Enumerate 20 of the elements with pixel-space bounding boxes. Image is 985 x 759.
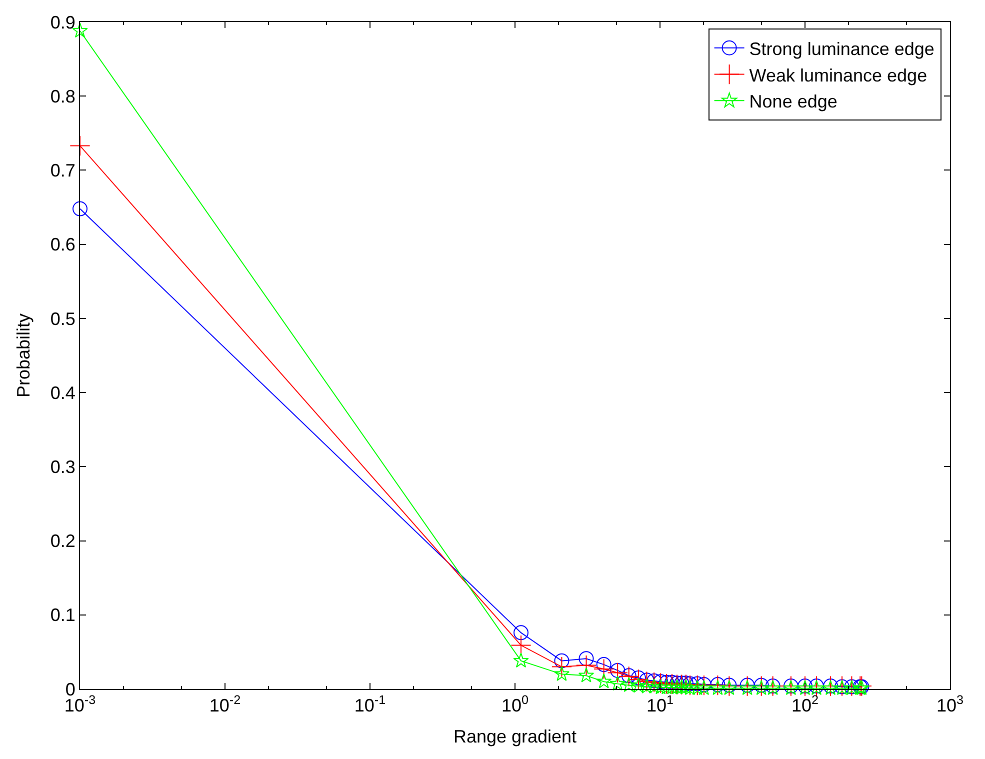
- legend-label: Weak luminance edge: [749, 65, 928, 86]
- y-tick-label: 0.9: [50, 12, 76, 32]
- y-tick-label: 0.2: [50, 531, 76, 552]
- y-tick-label: 0.8: [50, 86, 76, 106]
- legend-label: Strong luminance edge: [749, 38, 934, 59]
- y-tick-label: 0.5: [50, 308, 76, 329]
- y-tick-label: 0.3: [50, 456, 76, 477]
- y-axis-title: Probability: [14, 313, 34, 398]
- x-tick-label: 10$^{-2}$: [209, 693, 241, 716]
- x-tick-label: 10$^{0}$: [501, 693, 529, 716]
- x-tick-label: 10$^{-1}$: [354, 693, 386, 716]
- x-tick-label: 10$^{1}$: [646, 693, 674, 716]
- y-tick-label: 0.4: [50, 382, 76, 403]
- x-tick-label: 10$^{2}$: [791, 693, 819, 716]
- y-tick-label: 0.7: [50, 160, 76, 181]
- y-tick-label: 0.1: [50, 605, 76, 626]
- x-tick-label: 10$^{3}$: [936, 693, 964, 716]
- legend-label: None edge: [749, 92, 838, 112]
- y-tick-label: 0.6: [50, 234, 76, 255]
- x-axis-title: Range gradient: [453, 726, 577, 747]
